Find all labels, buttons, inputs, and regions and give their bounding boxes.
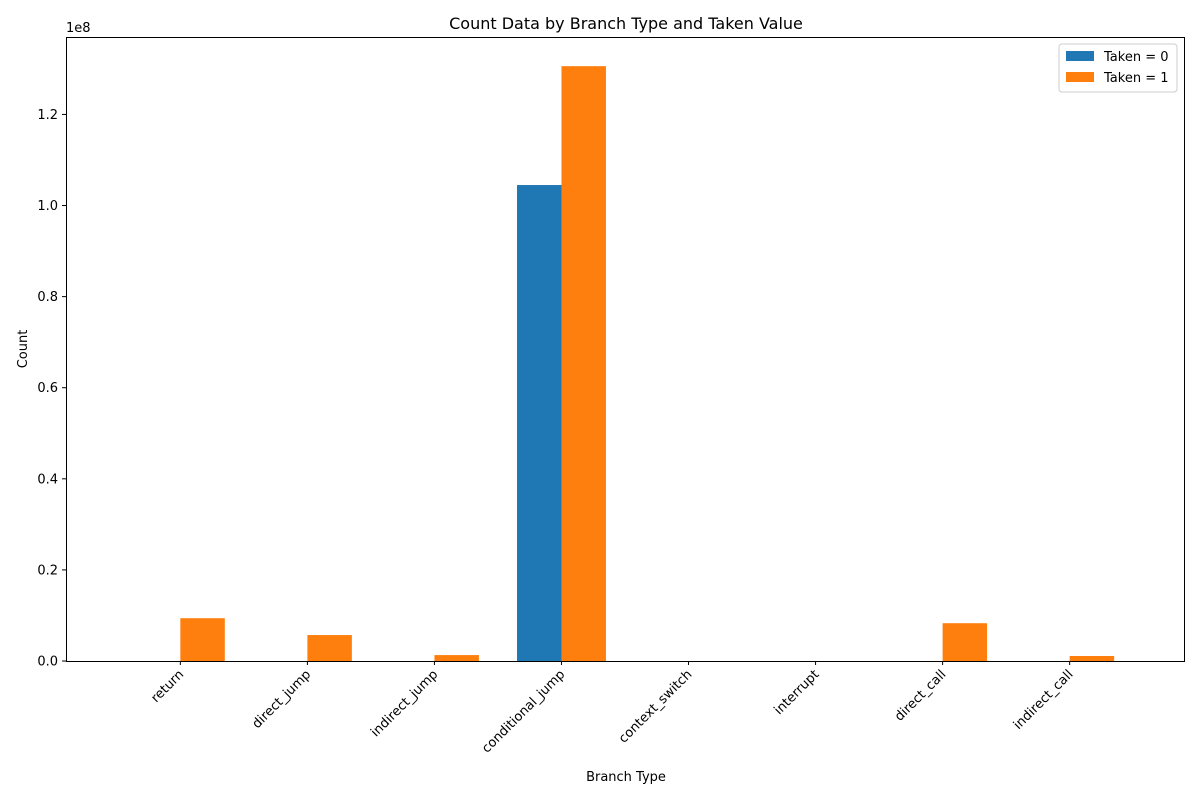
y-axis-ticks: 0.0 0.2 0.4 0.6 0.8 1.0 1.2 [37, 108, 66, 670]
y-tick-label: 0.4 [37, 472, 58, 487]
bar-direct-jump-taken-1 [307, 635, 352, 661]
x-tick-label-direct-jump: direct_jump [250, 667, 315, 732]
x-tick-label-return: return [148, 667, 187, 706]
bar-indirect-call-taken-1 [1069, 655, 1115, 661]
x-tick-label-conditional-jump: conditional_jump [479, 667, 568, 756]
x-axis-label: Branch Type [586, 770, 666, 785]
legend-label-taken-1: Taken = 1 [1103, 71, 1169, 86]
y-axis-label: Count [16, 330, 31, 369]
y-tick-label: 1.2 [37, 108, 58, 123]
chart-title: Count Data by Branch Type and Taken Valu… [449, 14, 803, 33]
plot-frame [66, 37, 1185, 662]
legend-label-taken-0: Taken = 0 [1103, 50, 1169, 65]
y-tick-label: 0.2 [37, 563, 58, 578]
x-tick-label-context-switch: context_switch [616, 667, 695, 746]
bar-conditional-jump-taken-0 [517, 185, 562, 661]
x-tick-label-indirect-jump: indirect_jump [368, 667, 441, 740]
bar-return-taken-1 [180, 618, 225, 661]
bars-group [180, 66, 1115, 661]
y-tick-label: 1.0 [37, 199, 58, 214]
y-tick-label: 0.8 [37, 290, 58, 305]
y-tick-label: 0.0 [37, 655, 58, 670]
legend: Taken = 0 Taken = 1 [1058, 43, 1178, 93]
x-tick-label-interrupt: interrupt [771, 667, 822, 718]
x-tick-label-indirect-call: indirect_call [1011, 667, 1077, 733]
y-tick-label: 0.6 [37, 381, 58, 396]
legend-swatch-taken-1 [1066, 72, 1094, 82]
bar-conditional-jump-taken-1 [561, 66, 606, 661]
bar-direct-call-taken-1 [942, 623, 988, 661]
bar-indirect-jump-taken-1 [434, 655, 479, 661]
legend-swatch-taken-0 [1066, 51, 1094, 61]
y-multiplier-label: 1e8 [66, 21, 91, 36]
x-axis-ticks: return direct_jump indirect_jump conditiona… [148, 661, 1076, 756]
x-tick-label-direct-call: direct_call [892, 667, 949, 724]
